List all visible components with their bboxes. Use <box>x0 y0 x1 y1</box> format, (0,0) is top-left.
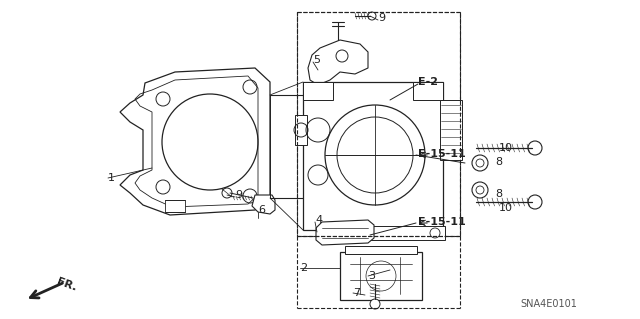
Text: 10: 10 <box>499 143 513 153</box>
Bar <box>345 246 417 254</box>
Text: FR.: FR. <box>55 277 77 293</box>
Polygon shape <box>252 195 275 214</box>
Text: E-15-11: E-15-11 <box>418 217 466 227</box>
Circle shape <box>368 12 376 20</box>
Text: E-2: E-2 <box>418 77 438 87</box>
Text: 4: 4 <box>315 215 322 225</box>
Text: 8: 8 <box>495 189 502 199</box>
Bar <box>440 100 462 160</box>
Text: 7: 7 <box>353 288 360 298</box>
Text: 8: 8 <box>495 157 502 167</box>
Text: 1: 1 <box>108 173 115 183</box>
Circle shape <box>528 141 542 155</box>
Bar <box>295 115 307 145</box>
Text: SNA4E0101: SNA4E0101 <box>520 299 577 309</box>
Text: E-15-11: E-15-11 <box>418 149 466 159</box>
Circle shape <box>370 299 380 309</box>
Circle shape <box>528 195 542 209</box>
Bar <box>303 82 443 230</box>
Text: 9: 9 <box>378 13 385 23</box>
Bar <box>325 226 445 240</box>
Circle shape <box>472 155 488 171</box>
Bar <box>303 82 333 100</box>
Circle shape <box>476 159 484 167</box>
Circle shape <box>472 182 488 198</box>
Text: 10: 10 <box>499 203 513 213</box>
Polygon shape <box>316 220 374 245</box>
Bar <box>297 12 460 236</box>
Text: 3: 3 <box>368 271 375 281</box>
Bar <box>413 82 443 100</box>
Circle shape <box>476 186 484 194</box>
Text: 9: 9 <box>235 190 242 200</box>
Polygon shape <box>120 68 270 215</box>
Text: 2: 2 <box>300 263 307 273</box>
Text: 5: 5 <box>313 55 320 65</box>
Text: 6: 6 <box>258 205 265 215</box>
Polygon shape <box>308 40 368 85</box>
Bar <box>165 200 185 212</box>
Bar <box>340 252 422 300</box>
